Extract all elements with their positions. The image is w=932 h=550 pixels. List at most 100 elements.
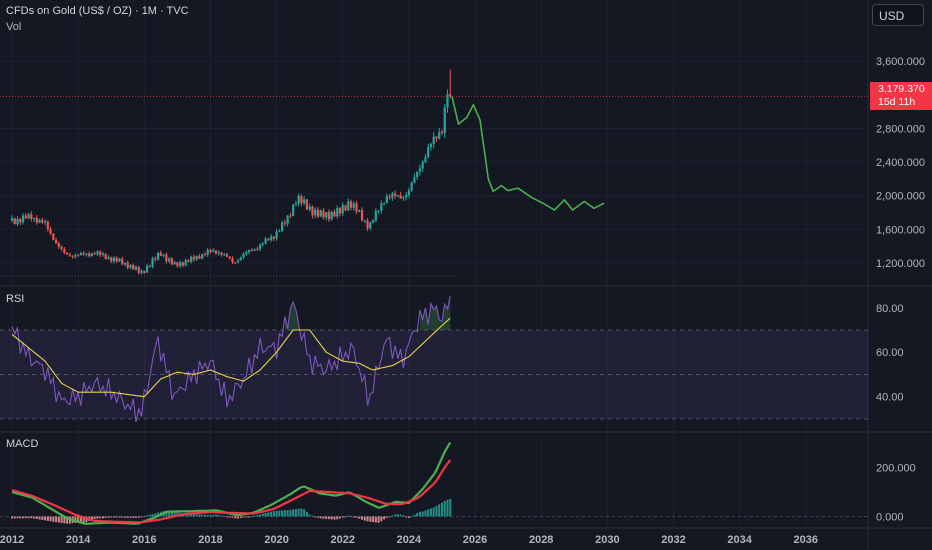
candle-body — [281, 222, 284, 231]
candle-body — [16, 219, 19, 225]
macd-histogram-bar — [438, 504, 441, 517]
price-axis-label: 1,600.000 — [876, 224, 925, 236]
macd-histogram-bar — [24, 516, 27, 519]
candle-body — [201, 254, 204, 259]
candle-body — [275, 231, 278, 239]
candle-body — [369, 223, 372, 229]
macd-histogram-bar — [198, 514, 201, 517]
time-axis-label: 2014 — [66, 534, 91, 546]
candle-body — [38, 219, 41, 223]
candle-body — [272, 236, 275, 239]
macd-histogram-bar — [46, 516, 49, 521]
time-axis-label: 2018 — [198, 534, 222, 546]
macd-histogram-bar — [212, 514, 215, 517]
macd-histogram-bar — [410, 516, 413, 518]
macd-histogram-bar — [157, 512, 160, 517]
macd-histogram-bar — [347, 515, 350, 517]
macd-histogram-bar — [325, 516, 328, 519]
macd-histogram-bar — [270, 511, 273, 517]
macd-histogram-bar — [217, 514, 220, 517]
candle-body — [206, 249, 209, 255]
candle-body — [413, 176, 416, 183]
candle-body — [427, 147, 430, 158]
macd-histogram-bar — [129, 516, 132, 518]
time-axis-label: 2020 — [264, 534, 288, 546]
candle-body — [385, 196, 388, 204]
candle-body — [192, 256, 196, 260]
candle-body — [209, 249, 212, 252]
macd-histogram-bar — [358, 516, 361, 519]
candle-body — [391, 193, 394, 198]
price-axis-label: 2,800.000 — [876, 123, 925, 135]
macd-histogram-bar — [239, 516, 242, 519]
macd-histogram-bar — [330, 516, 333, 520]
macd-histogram-bar — [77, 516, 80, 523]
rsi-axis-label: 40.00 — [876, 392, 904, 404]
rsi-overbought-fill — [419, 310, 423, 330]
price-axis-label: 1,200.000 — [876, 258, 925, 270]
candle-body — [316, 209, 320, 217]
macd-pane-label: MACD — [6, 438, 39, 450]
macd-histogram-bar — [350, 515, 353, 517]
macd-histogram-bar — [225, 516, 228, 518]
rsi-line — [11, 295, 451, 423]
candle-body — [82, 252, 85, 255]
candle-body — [421, 161, 424, 169]
candle-body — [57, 243, 60, 247]
candle-body — [212, 250, 215, 252]
candle-body — [10, 218, 14, 221]
candle-body — [382, 203, 386, 205]
macd-histogram-bar — [380, 516, 383, 522]
macd-histogram-bar — [140, 516, 143, 518]
macd-histogram-bar — [305, 511, 308, 517]
macd-histogram-bar — [314, 516, 317, 518]
macd-histogram-bar — [294, 509, 297, 517]
macd-histogram-bar — [316, 516, 319, 518]
candle-body — [184, 260, 187, 266]
candle-body — [151, 258, 154, 267]
candle-body — [90, 253, 94, 256]
candle-body — [88, 253, 91, 256]
candle-body — [297, 195, 300, 204]
candle-body — [35, 217, 38, 223]
macd-histogram-bar — [289, 509, 292, 517]
candle-body — [278, 230, 281, 232]
macd-histogram-bar — [394, 514, 397, 517]
currency-button[interactable]: USD — [872, 4, 924, 26]
candle-body — [63, 248, 66, 253]
time-axis-label: 2034 — [727, 534, 752, 546]
macd-histogram-bar — [297, 508, 300, 517]
rsi-ma-line — [11, 317, 451, 398]
candle-body — [96, 251, 99, 255]
macd-histogram-bar — [267, 512, 270, 517]
bar-countdown: 15d 11h — [878, 96, 916, 108]
macd-histogram-bar — [74, 516, 77, 523]
candle-body — [55, 240, 58, 244]
candle-body — [402, 197, 405, 199]
candle-body — [449, 94, 452, 97]
candle-body — [99, 251, 102, 255]
last-price-tag: 3,179.370 15d 11h — [870, 82, 932, 110]
candle-body — [344, 205, 347, 211]
candle-body — [261, 243, 264, 245]
candle-body — [154, 258, 157, 260]
candle-body — [429, 144, 433, 148]
candle-body — [446, 94, 449, 108]
candle-body — [165, 254, 168, 262]
macd-histogram-bar — [132, 516, 135, 518]
candle-body — [418, 168, 422, 172]
candle-body — [143, 270, 146, 273]
signal-line — [11, 459, 452, 524]
candle-body — [176, 262, 179, 267]
macd-histogram-bar — [33, 516, 36, 519]
rsi-overbought-fill — [447, 295, 451, 330]
macd-histogram-bar — [173, 511, 176, 517]
rsi-overbought-fill — [422, 307, 426, 330]
macd-histogram-bar — [99, 516, 102, 519]
macd-axis-label: 200.000 — [876, 463, 916, 475]
macd-histogram-bar — [391, 515, 394, 517]
macd-histogram-bar — [281, 510, 284, 517]
candle-body — [300, 195, 303, 204]
candle-body — [74, 255, 77, 257]
